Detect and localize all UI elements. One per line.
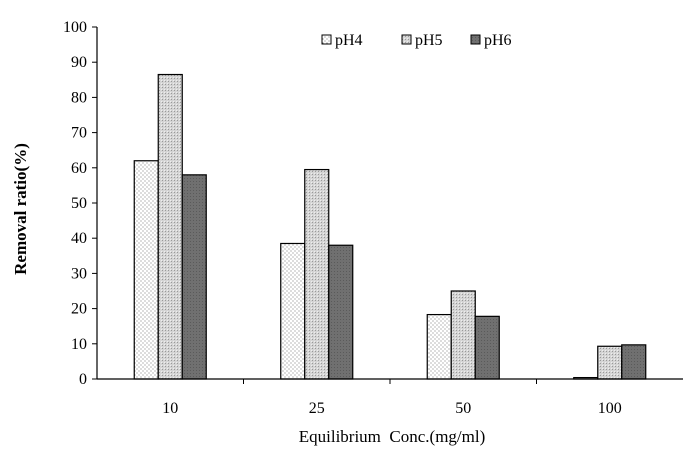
y-tick-label: 70 — [71, 125, 87, 142]
x-tick-label: 100 — [598, 400, 622, 417]
bar-ph4-50 — [426, 313, 452, 380]
bars-group — [133, 73, 647, 380]
bar-ph4-25 — [280, 242, 306, 380]
y-tick-label: 100 — [63, 19, 87, 36]
legend-swatch-ph5 — [401, 34, 412, 45]
y-tick-label: 60 — [71, 160, 87, 177]
x-axis-title: Equilibrium Conc.(mg/ml) — [299, 427, 486, 446]
y-tick-label: 40 — [71, 230, 87, 247]
y-tick-label: 90 — [71, 54, 87, 71]
y-tick-label: 20 — [71, 301, 87, 318]
y-tick-label: 0 — [79, 371, 87, 388]
bar-ph5-10 — [157, 73, 183, 380]
bar-ph5-100 — [597, 345, 623, 380]
legend-label-ph4: pH4 — [335, 32, 363, 49]
y-axis-ticks: 0 10 20 30 40 50 60 70 80 90 100 — [63, 19, 97, 388]
y-tick-label: 80 — [71, 89, 87, 106]
y-axis-title: Removal ratio(%) — [11, 143, 30, 275]
x-tick-label: 25 — [309, 400, 325, 417]
bar-ph6-10 — [181, 174, 207, 380]
bar-ph6-100 — [621, 344, 647, 380]
bar-ph6-50 — [474, 315, 500, 380]
y-tick-label: 50 — [71, 195, 87, 212]
legend-swatch-ph6 — [470, 34, 481, 45]
bar-ph5-50 — [450, 290, 476, 380]
bar-ph6-25 — [328, 244, 354, 380]
legend-label-ph5: pH5 — [415, 32, 443, 49]
y-tick-label: 30 — [71, 265, 87, 282]
bar-ph4-10 — [133, 160, 159, 380]
x-tick-label: 10 — [162, 400, 178, 417]
x-tick-label: 50 — [455, 400, 471, 417]
legend-swatch-ph4 — [321, 34, 332, 45]
bar-ph5-25 — [304, 168, 330, 380]
legend-label-ph6: pH6 — [484, 32, 512, 49]
y-tick-label: 10 — [71, 336, 87, 353]
legend: pH4 pH5 pH6 — [321, 32, 512, 49]
x-axis-tick-labels: 10 25 50 100 — [162, 379, 622, 417]
